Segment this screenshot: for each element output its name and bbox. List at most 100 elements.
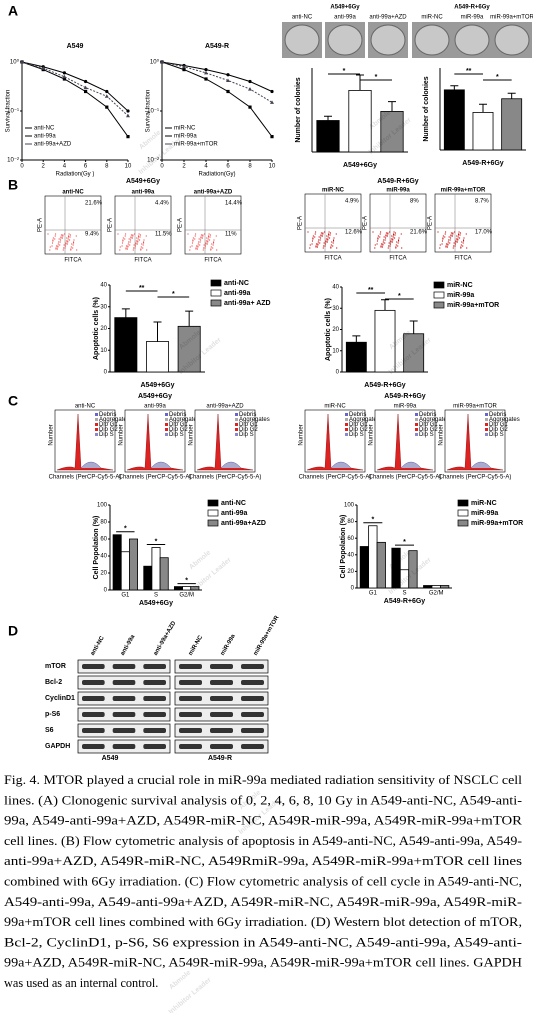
flow-dot [314,236,316,238]
significance: * [403,539,406,546]
cycle-plot [194,409,256,473]
flow-x-label: FITCA [204,258,221,264]
flow-dot [386,235,388,237]
band [143,664,166,669]
error-bar [185,310,194,327]
flow-group-title: A549+6Gy [126,178,160,185]
flow-dot [127,243,129,245]
flow-dot [390,240,392,242]
band [210,728,233,733]
flow-dot [72,247,74,249]
flow-dot [203,244,205,246]
flow-dot [374,244,376,246]
caption-line: 99a, A549-anti-99a+AZD, A549R-miR-NC, A5… [4,814,523,828]
y-tick-label: 100 [97,503,108,509]
legend-label: miR-NC [447,282,473,289]
flow-dot [133,247,135,249]
flow-dot [199,239,202,241]
flow-dot [132,234,134,236]
error-bar [121,308,130,318]
x-tick-label: 8 [105,164,109,170]
legend-label: anti-NC [224,280,249,287]
legend-label: miR-99a [447,292,474,299]
cycle-legend: Dip S [239,432,254,438]
cycle-legend: Dip G1 [489,422,508,428]
error-bar [324,115,332,121]
marker [41,66,46,70]
flow-dot [463,239,465,241]
flow-dot [70,249,72,251]
flow-dot [122,237,124,239]
flow-dot [398,239,400,241]
legend-label: miR-NC [174,126,196,132]
cycle-y-label: Number [189,424,195,445]
flow-plot-title: miR-99a+mTOR [441,188,486,194]
y-tick-label: 0 [104,370,108,376]
flow-dot [75,235,77,237]
flow-dot [466,247,468,249]
flow-percent: 9.4% [85,232,99,238]
legend-label: anti-99a+AZD [34,142,72,148]
bar [345,341,367,373]
flow-dot [449,239,451,241]
flow-x-label: FITCA [389,256,406,262]
flow-dot [392,239,394,241]
significance: * [185,577,188,584]
flow-dot [314,233,316,235]
flow-dot [63,247,65,249]
band [82,664,105,669]
flow-plot-title: miR-NC [322,188,345,194]
photo-label: miR-99a+mTOR [490,15,533,21]
flow-dot [459,234,461,236]
flow-dot [126,248,129,250]
flow-dot [117,233,119,235]
flow-dot [204,233,206,235]
flow-dot [385,235,387,237]
flow-y-label: PE-A [428,216,434,230]
flow-dot [455,240,457,242]
bar [501,98,523,151]
flow-dot [195,248,197,250]
flow-dot [198,241,200,243]
flow-dot [49,249,51,251]
error-bar [409,320,418,334]
flow-dot [457,236,459,238]
flow-dot [69,234,72,236]
band [112,712,136,717]
flow-dot [321,235,323,237]
flow-dot [326,235,328,237]
flow-dot [60,236,62,238]
flow-dot [444,236,446,238]
legend-swatch [345,423,348,426]
cycle-legend: Dip S [419,432,434,438]
flow-percent: 11% [225,232,237,238]
flow-dot [205,243,207,245]
flow-group-title: A549+6Gy [138,393,172,400]
x-axis-label: A549-R+6Gy [462,160,504,167]
flow-dot [315,243,318,245]
flow-dot [315,231,317,233]
flow-dot [325,238,327,240]
band [179,728,202,733]
flow-dot [197,243,199,245]
flow-dot [143,239,145,241]
flow-dot [197,245,199,247]
flow-dot [460,246,462,248]
flow-dot [58,241,60,243]
cycle-plot-title: anti-99a+AZD [206,404,244,410]
histogram-s [330,461,352,469]
flow-dot [132,249,134,251]
flow-dot [328,234,330,236]
y-tick-label: 20 [332,327,339,333]
flow-dot [454,245,456,247]
flow-dot [209,236,211,238]
flow-dot [134,233,136,235]
flow-dot [330,247,332,249]
legend-swatch [165,418,168,421]
flow-dot [51,242,54,244]
flow-dot [212,247,214,249]
flow-percent: 4.4% [155,201,169,207]
flow-dot [457,238,459,240]
flow-dot [61,237,64,239]
flow-dot [460,244,462,246]
